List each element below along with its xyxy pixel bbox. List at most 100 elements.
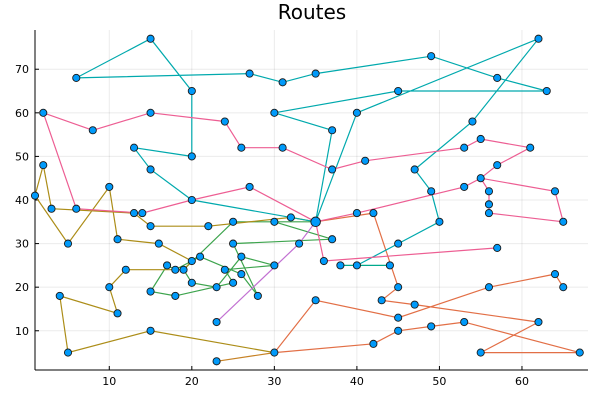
stop-point xyxy=(493,73,502,82)
stop-point xyxy=(154,239,163,248)
stop-point xyxy=(220,265,229,274)
stop-point xyxy=(427,52,436,61)
stop-point xyxy=(63,239,73,248)
stop-point xyxy=(270,108,279,117)
stop-point xyxy=(559,217,568,226)
y-tick-label: 30 xyxy=(15,238,29,251)
x-tick-label: 20 xyxy=(185,375,199,388)
stop-point xyxy=(352,209,361,218)
stop-point xyxy=(550,187,560,196)
stop-point xyxy=(435,217,444,226)
stop-point xyxy=(427,187,436,196)
stop-point xyxy=(179,265,188,274)
stop-point xyxy=(369,339,378,348)
stop-point xyxy=(146,222,155,231)
y-tick-label: 40 xyxy=(15,194,29,207)
stop-point xyxy=(352,108,361,117)
stop-point xyxy=(468,117,477,126)
stop-point xyxy=(493,243,502,252)
stop-point xyxy=(204,222,213,231)
stop-point xyxy=(55,291,64,300)
stop-point xyxy=(336,261,345,270)
route-line-3 xyxy=(216,221,317,323)
x-tick-label: 40 xyxy=(350,375,364,388)
stop-point xyxy=(72,73,81,82)
stop-point xyxy=(534,34,543,43)
stop-point xyxy=(385,261,394,270)
stop-point xyxy=(146,326,155,335)
stop-point xyxy=(410,165,419,174)
stop-point xyxy=(253,291,262,300)
stop-point xyxy=(212,283,221,292)
route-line-1 xyxy=(273,212,580,354)
stop-point xyxy=(278,78,287,87)
stop-point xyxy=(187,86,196,96)
stop-point xyxy=(328,126,337,135)
y-tick-label: 60 xyxy=(15,107,29,120)
stop-point xyxy=(212,318,221,327)
stop-point xyxy=(229,217,238,226)
stop-point xyxy=(476,174,485,183)
stop-point xyxy=(460,318,469,327)
x-tick-label: 60 xyxy=(515,375,529,388)
stop-point xyxy=(476,134,485,144)
stop-point xyxy=(245,182,254,191)
stop-point xyxy=(270,261,279,270)
stop-point xyxy=(534,318,543,327)
stop-point xyxy=(493,161,502,170)
stop-point xyxy=(526,143,535,152)
stop-point xyxy=(484,200,494,209)
y-tick-label: 10 xyxy=(15,325,29,338)
stop-point xyxy=(286,213,295,222)
stop-point xyxy=(220,117,229,126)
stop-point xyxy=(361,156,370,165)
stop-point xyxy=(187,278,196,287)
stop-point xyxy=(105,283,114,292)
axes-layer: 10 20 30 40 50 60 10 20 30 40 50 60 70 xyxy=(15,30,588,388)
stop-point xyxy=(245,69,254,78)
y-tick-label: 20 xyxy=(15,281,29,294)
stop-point xyxy=(229,278,238,287)
stop-point xyxy=(319,256,328,266)
y-tick-label: 70 xyxy=(15,63,29,76)
stop-point xyxy=(121,265,130,274)
stop-point xyxy=(171,291,180,300)
stop-point xyxy=(146,108,155,117)
stop-point xyxy=(47,204,56,213)
stop-point xyxy=(229,239,238,248)
stop-point xyxy=(559,283,568,292)
stop-point xyxy=(72,204,81,213)
stop-point xyxy=(460,143,469,152)
stop-point xyxy=(113,309,122,318)
stop-point xyxy=(484,283,494,292)
stop-point xyxy=(146,34,155,43)
stop-point xyxy=(394,283,403,292)
stop-point xyxy=(187,152,196,161)
stop-point xyxy=(328,165,337,174)
stop-point xyxy=(129,143,139,152)
stop-point xyxy=(196,252,205,261)
stop-point xyxy=(270,348,279,357)
x-tick-label: 50 xyxy=(432,375,446,388)
stop-point xyxy=(171,265,180,274)
stop-point xyxy=(163,261,172,270)
stop-point xyxy=(394,239,403,248)
stop-point xyxy=(39,108,48,117)
stop-point xyxy=(311,296,320,305)
stop-point xyxy=(63,348,73,357)
stop-point xyxy=(394,86,403,96)
stop-point xyxy=(237,252,246,261)
stop-point xyxy=(352,261,361,270)
stop-point xyxy=(146,287,155,296)
x-tick-label: 30 xyxy=(267,375,281,388)
stop-point xyxy=(476,348,485,357)
stop-point xyxy=(377,296,386,305)
stop-point xyxy=(187,195,196,205)
stop-point xyxy=(295,239,304,248)
stop-point xyxy=(237,270,246,279)
grid-layer xyxy=(35,30,588,370)
stop-point xyxy=(270,217,279,226)
stop-point xyxy=(129,209,139,218)
